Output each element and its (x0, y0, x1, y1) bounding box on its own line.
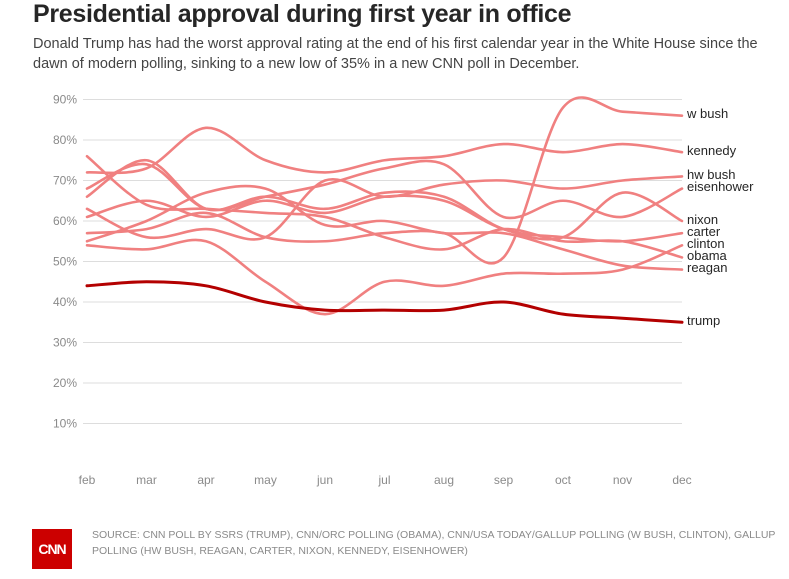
cnn-logo: CNN (32, 529, 72, 569)
y-tick-label: 40% (53, 295, 77, 309)
chart-subtitle: Donald Trump has had the worst approval … (33, 36, 758, 72)
y-tick-label: 70% (53, 174, 77, 188)
series-label-trump: trump (687, 313, 720, 328)
series-label-w-bush: w bush (686, 106, 728, 121)
cnn-logo-text: CNN (38, 541, 66, 557)
y-tick-label: 30% (53, 336, 77, 350)
line-chart: 10% 20% 30% 40% 50% 60% 70% 80% 90% feb mar apr may j… (53, 93, 754, 488)
source-note: SOURCE: CNN POLL BY SSRS (TRUMP), CNN/OR… (92, 529, 776, 557)
y-tick-label: 80% (53, 133, 77, 147)
series-line-reagan (85, 184, 684, 271)
chart-title: Presidential approval during first year … (33, 0, 572, 28)
series-line-w-bush (85, 96, 684, 265)
series-label-nixon: nixon (687, 212, 718, 227)
x-tick-label: mar (136, 473, 157, 487)
x-tick-label: apr (197, 473, 214, 487)
y-tick-label: 90% (53, 93, 77, 107)
series-line-nixon (85, 191, 684, 241)
series-label-obama: obama (687, 248, 728, 263)
series-line-kennedy (85, 126, 684, 175)
x-tick-label: oct (555, 473, 572, 487)
x-tick-label: may (254, 473, 277, 487)
y-tick-label: 10% (53, 417, 77, 431)
y-tick-label: 50% (53, 255, 77, 269)
y-tick-label: 20% (53, 376, 77, 390)
x-tick-label: jul (377, 473, 390, 487)
series-label-carter: carter (687, 224, 721, 239)
x-tick-label: dec (672, 473, 691, 487)
series-line-obama (85, 154, 684, 259)
y-tick-label: 60% (53, 214, 77, 228)
series-label-hw-bush: hw bush (687, 167, 735, 182)
x-tick-label: jun (316, 473, 333, 487)
series-label-reagan: reagan (687, 260, 727, 275)
series-line-trump (85, 280, 684, 324)
series-label-kennedy: kennedy (687, 143, 737, 158)
series-line-eisenhower (85, 159, 684, 220)
x-tick-label: nov (613, 473, 632, 487)
x-tick-label: sep (494, 473, 514, 487)
x-tick-label: feb (79, 473, 96, 487)
series-line-clinton (85, 238, 684, 316)
series-label-eisenhower: eisenhower (687, 179, 754, 194)
x-tick-label: aug (434, 473, 454, 487)
series-label-clinton: clinton (687, 236, 725, 251)
series-line-carter (85, 158, 684, 243)
